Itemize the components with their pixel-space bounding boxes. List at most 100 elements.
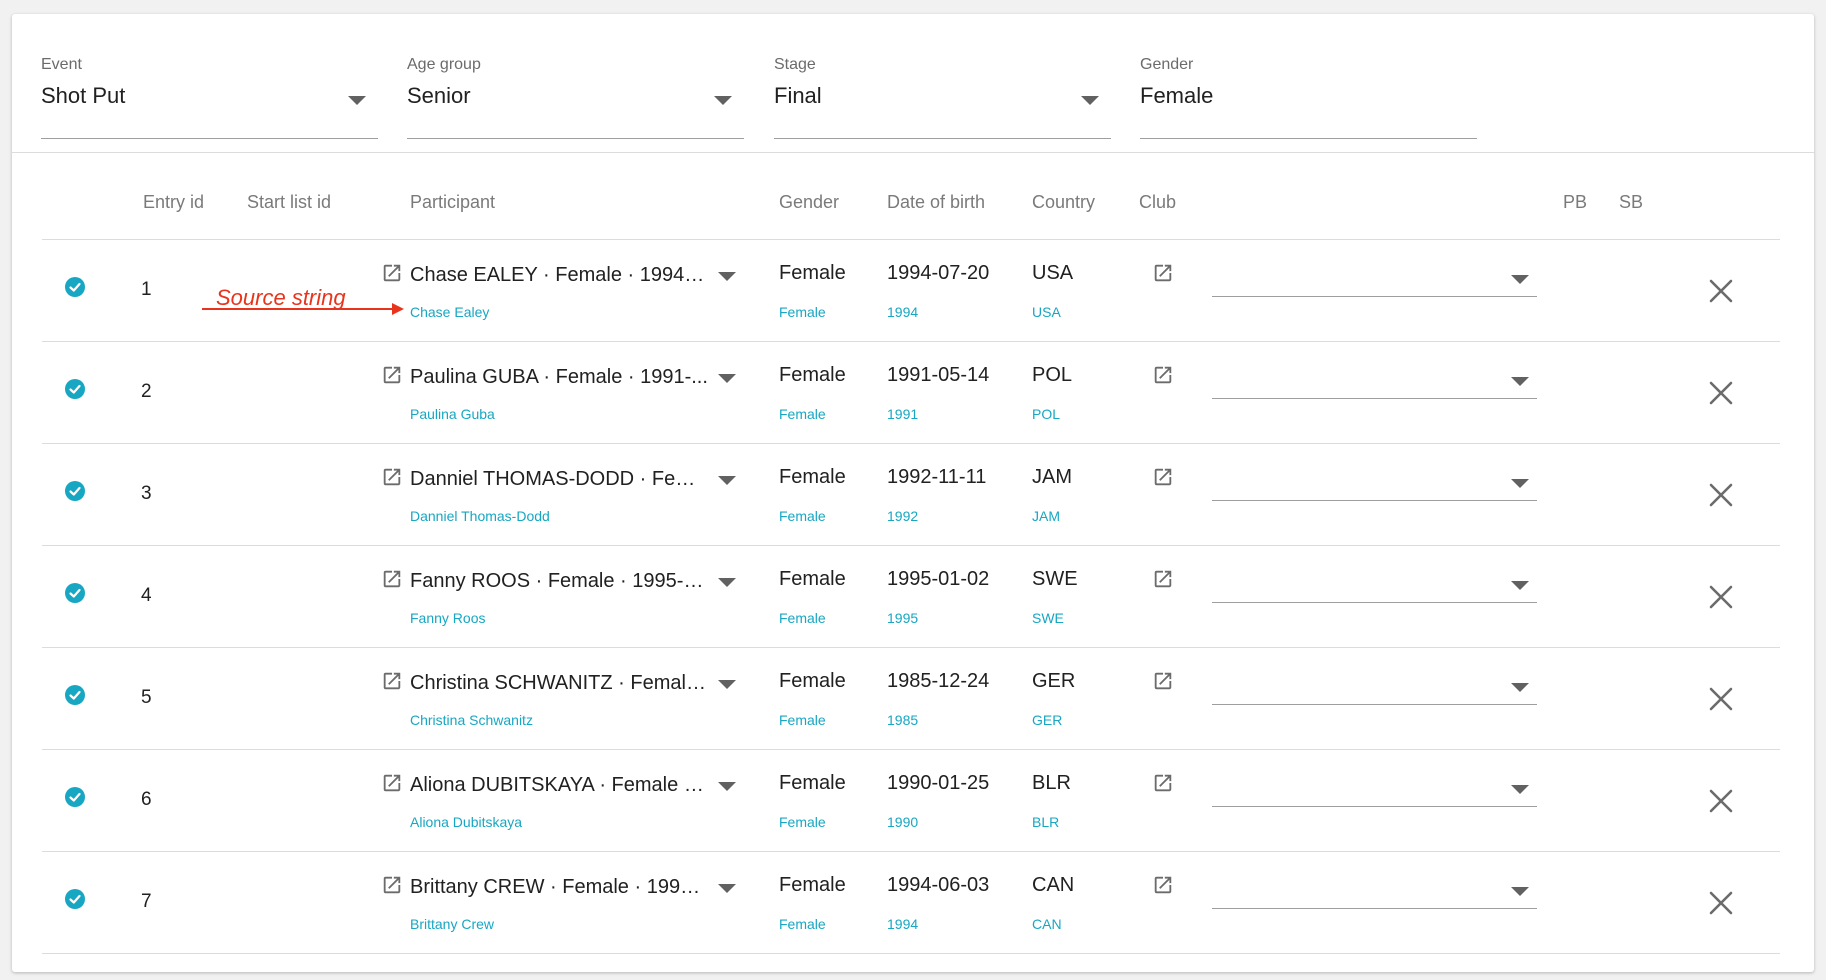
caret-down-icon[interactable]	[718, 374, 736, 383]
entry-id: 6	[141, 789, 152, 810]
participant-select-value[interactable]: Brittany CREW · Female · 1994-...	[410, 876, 710, 898]
gender-field[interactable]: Gender Female	[1140, 56, 1477, 139]
age-group-select[interactable]: Age group Senior	[407, 56, 744, 139]
close-icon[interactable]	[1708, 686, 1734, 712]
check-circle-icon[interactable]	[65, 787, 85, 807]
col-date-of-birth[interactable]: Date of birth	[887, 192, 986, 212]
dob-value: 1992-11-11	[887, 466, 987, 488]
open-in-new-icon[interactable]	[1152, 364, 1174, 386]
club-select[interactable]	[1212, 773, 1537, 807]
open-in-new-icon[interactable]	[381, 262, 403, 284]
entry-id: 4	[141, 585, 152, 606]
club-select[interactable]	[1212, 365, 1537, 399]
gender-source: Female	[779, 406, 826, 422]
open-in-new-icon[interactable]	[1152, 772, 1174, 794]
gender-value: Female	[779, 364, 846, 386]
stage-select[interactable]: Stage Final	[774, 56, 1111, 139]
participant-select-value[interactable]: Christina SCHWANITZ · Female...	[410, 672, 710, 694]
col-sb[interactable]: SB	[1619, 192, 1644, 212]
gender-value: Female	[779, 262, 846, 284]
participant-select-value[interactable]: Chase EALEY · Female · 1994-0...	[410, 264, 710, 286]
caret-down-icon	[1081, 96, 1099, 105]
caret-down-icon[interactable]	[718, 884, 736, 893]
club-select[interactable]	[1212, 263, 1537, 297]
age-group-label: Age group	[407, 56, 481, 73]
caret-down-icon[interactable]	[718, 782, 736, 791]
open-in-new-icon[interactable]	[1152, 568, 1174, 590]
table-row: 2 Paulina GUBA · Female · 1991-... Pauli…	[42, 342, 1780, 444]
check-circle-icon[interactable]	[65, 889, 85, 909]
dob-source: 1985	[887, 712, 919, 728]
club-select[interactable]	[1212, 569, 1537, 603]
entry-id: 3	[141, 483, 152, 504]
club-select[interactable]	[1212, 671, 1537, 705]
table-row: 3 Danniel THOMAS-DODD · Fema... Danniel …	[42, 444, 1780, 546]
close-icon[interactable]	[1708, 380, 1734, 406]
country-value: POL	[1032, 364, 1073, 386]
table-row: 4 Fanny ROOS · Female · 1995-01... Fanny…	[42, 546, 1780, 648]
caret-down-icon	[1511, 275, 1529, 284]
dob-source: 1992	[887, 508, 919, 524]
event-label: Event	[41, 56, 82, 73]
caret-down-icon	[1511, 377, 1529, 386]
col-country[interactable]: Country	[1032, 192, 1096, 212]
gender-label: Gender	[1140, 56, 1194, 73]
col-club[interactable]: Club	[1139, 192, 1177, 212]
caret-down-icon[interactable]	[718, 272, 736, 281]
caret-down-icon[interactable]	[718, 680, 736, 689]
participant-select-value[interactable]: Fanny ROOS · Female · 1995-01...	[410, 570, 710, 592]
caret-down-icon[interactable]	[718, 476, 736, 485]
col-entry-id[interactable]: Entry id	[143, 192, 205, 212]
open-in-new-icon[interactable]	[381, 772, 403, 794]
participant-select-value[interactable]: Aliona DUBITSKAYA · Female · ...	[410, 774, 710, 796]
col-start-list-id[interactable]: Start list id	[247, 192, 332, 212]
table-row: 1 Chase EALEY · Female · 1994-0... Chase…	[42, 240, 1780, 342]
gender-value: Female	[779, 772, 846, 794]
country-value: CAN	[1032, 874, 1075, 896]
caret-down-icon	[1511, 479, 1529, 488]
annotation-arrow-icon	[202, 303, 404, 315]
country-value: GER	[1032, 670, 1076, 692]
open-in-new-icon[interactable]	[1152, 466, 1174, 488]
country-source: POL	[1032, 406, 1061, 422]
caret-down-icon[interactable]	[718, 578, 736, 587]
close-icon[interactable]	[1708, 788, 1734, 814]
open-in-new-icon[interactable]	[381, 364, 403, 386]
club-select[interactable]	[1212, 875, 1537, 909]
country-source: USA	[1032, 304, 1061, 320]
open-in-new-icon[interactable]	[1152, 262, 1174, 284]
open-in-new-icon[interactable]	[381, 670, 403, 692]
participant-select-value[interactable]: Danniel THOMAS-DODD · Fema...	[410, 468, 710, 490]
entry-id: 1	[141, 279, 152, 300]
country-source: JAM	[1032, 508, 1060, 524]
check-circle-icon[interactable]	[65, 277, 85, 297]
dob-value: 1995-01-02	[887, 568, 990, 590]
table-row: 6 Aliona DUBITSKAYA · Female · ... Alion…	[42, 750, 1780, 852]
open-in-new-icon[interactable]	[381, 874, 403, 896]
check-circle-icon[interactable]	[65, 481, 85, 501]
check-circle-icon[interactable]	[65, 685, 85, 705]
open-in-new-icon[interactable]	[381, 466, 403, 488]
col-participant[interactable]: Participant	[410, 192, 496, 212]
close-icon[interactable]	[1708, 278, 1734, 304]
close-icon[interactable]	[1708, 890, 1734, 916]
event-select[interactable]: Event Shot Put	[41, 56, 378, 139]
col-gender[interactable]: Gender	[779, 192, 840, 212]
participant-select-value[interactable]: Paulina GUBA · Female · 1991-...	[410, 366, 708, 388]
event-value: Shot Put	[41, 83, 126, 108]
club-select[interactable]	[1212, 467, 1537, 501]
gender-value: Female	[779, 466, 846, 488]
dob-value: 1994-07-20	[887, 262, 990, 284]
open-in-new-icon[interactable]	[381, 568, 403, 590]
col-pb[interactable]: PB	[1563, 192, 1588, 212]
open-in-new-icon[interactable]	[1152, 874, 1174, 896]
table-row: 5 Christina SCHWANITZ · Female... Christ…	[42, 648, 1780, 750]
participant-source: Paulina Guba	[410, 406, 495, 422]
caret-down-icon	[1511, 581, 1529, 590]
close-icon[interactable]	[1708, 482, 1734, 508]
check-circle-icon[interactable]	[65, 583, 85, 603]
close-icon[interactable]	[1708, 584, 1734, 610]
check-circle-icon[interactable]	[65, 379, 85, 399]
dob-source: 1995	[887, 610, 919, 626]
open-in-new-icon[interactable]	[1152, 670, 1174, 692]
